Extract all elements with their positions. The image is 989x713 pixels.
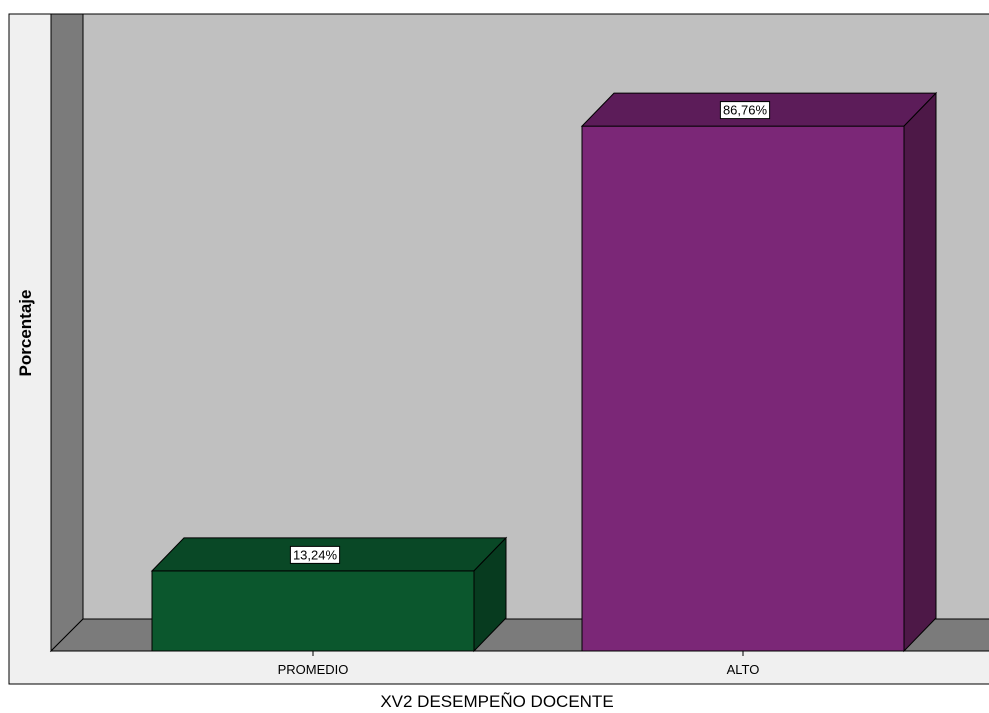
bar-alto — [580, 91, 938, 653]
y-axis-title: Porcentaje — [16, 290, 35, 377]
x-axis-title: XV2 DESEMPEÑO DOCENTE — [380, 692, 613, 711]
bar-front — [581, 125, 905, 652]
x-tick-label: PROMEDIO — [278, 662, 349, 677]
data-label-box — [719, 101, 771, 120]
data-label-alto: 86,76% — [719, 101, 771, 120]
data-labels-layer: 13,24% 86,76% — [289, 101, 771, 564]
bar-promedio — [150, 536, 508, 653]
data-label-promedio: 13,24% — [289, 545, 341, 564]
data-label-box — [289, 545, 341, 564]
bar-front — [151, 570, 475, 652]
x-tick-label: ALTO — [727, 662, 760, 677]
left-wall — [50, 13, 84, 653]
bar-side — [473, 536, 507, 653]
x-tick-layer: PROMEDIO ALTO — [278, 651, 760, 677]
bar-side — [903, 91, 937, 653]
data-label: 13,24% — [293, 547, 338, 562]
data-label: 86,76% — [723, 103, 768, 118]
bars-layer — [150, 91, 938, 653]
